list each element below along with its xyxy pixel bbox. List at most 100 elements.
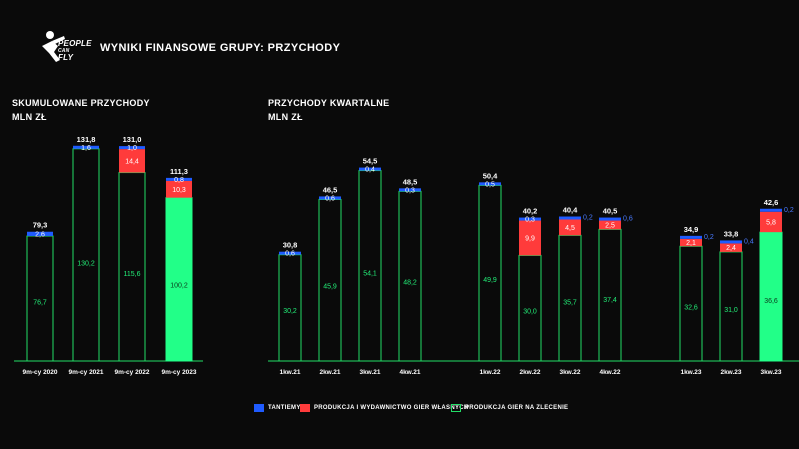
quarterly-total-label: 40,2 [523,207,538,216]
cumulative-total-label: 131,8 [77,135,96,144]
cumulative-total-label: 131,0 [123,135,142,144]
logo [38,26,88,70]
quarterly-label-wlasne: 9,9 [525,235,535,242]
cumulative-bar-zlecenie [26,235,54,362]
cumulative-chart-subtitle: MLN ZŁ [12,112,47,122]
quarterly-total-label: 42,6 [764,198,779,207]
cumulative-tick-label: 9m-cy 2021 [68,369,103,376]
cumulative-bar-tantiemy [73,145,99,149]
quarterly-bar-zlecenie [478,184,502,362]
cumulative-bar-zlecenie [165,197,193,362]
cumulative-total-label: 111,3 [170,167,188,176]
quarterly-total-label: 30,8 [283,241,298,250]
legend-label-wlasne: PRODUKCJA I WYDAWNICTWO GIER WŁASNYCH [314,405,469,411]
quarterly-bar-tantiemy [359,167,381,171]
legend-swatch-wlasne [300,404,310,412]
quarterly-label-wlasne: 2,5 [605,222,615,229]
quarterly-tick-label: 1kw.21 [279,369,300,376]
quarterly-bar-wlasne [720,243,742,252]
cumulative-label-zlecenie: 100,2 [170,283,188,290]
quarterly-label-zlecenie: 49,9 [483,277,497,284]
quarterly-label-zlecenie: 31,0 [724,307,738,314]
quarterly-tick-label: 3kw.22 [559,369,580,376]
legend-label-tantiemy: TANTIEMY [268,405,301,411]
quarterly-bar-zlecenie [358,170,382,362]
legend-swatch-zlecenie [451,404,461,412]
cumulative-label-tantiemy: 2,6 [35,231,45,238]
cumulative-chart-title: SKUMULOWANE PRZYCHODY [12,98,150,108]
cumulative-label-tantiemy: 1,6 [81,145,91,152]
quarterly-bar-zlecenie [398,190,422,362]
cumulative-label-tantiemy: 1,0 [127,145,137,152]
cumulative-bar-tantiemy [27,231,53,236]
logo-text-top: PEOPLE [58,39,92,48]
quarterly-label-zlecenie: 37,4 [603,297,617,304]
quarterly-bar-tantiemy [279,251,301,255]
quarterly-total-label: 46,5 [323,185,338,194]
quarterly-label-tantiemy: 0,6 [285,251,295,258]
cumulative-label-zlecenie: 130,2 [77,260,95,267]
quarterly-label-zlecenie: 45,9 [323,283,337,290]
quarterly-label-zlecenie: 48,2 [403,280,417,287]
quarterly-total-label: 50,4 [483,171,498,180]
quarterly-bar-tantiemy [519,217,541,221]
quarterly-label-tantiemy: 0,4 [365,167,375,174]
logo-text-mid: CAN [58,48,70,54]
page-title: WYNIKI FINANSOWE GRUPY: PRZYCHODY [100,42,341,54]
quarterly-bar-tantiemy [479,182,501,186]
quarterly-label-zlecenie: 35,7 [563,299,577,306]
quarterly-bar-wlasne [519,220,541,256]
cumulative-tick-label: 9m-cy 2022 [114,369,149,376]
quarterly-tick-label: 3kw.21 [359,369,380,376]
quarterly-total-label: 54,5 [363,157,378,166]
quarterly-tick-label: 4kw.22 [599,369,620,376]
quarterly-tick-label: 1kw.23 [680,369,701,376]
cumulative-total-label: 79,3 [33,221,48,230]
quarterly-tick-label: 2kw.21 [319,369,340,376]
logo-text: PEOPLE CAN FLY [58,40,92,62]
legend-swatch-tantiemy [254,404,264,412]
quarterly-total-label: 33,8 [724,229,739,238]
cumulative-tick-label: 9m-cy 2020 [22,369,57,376]
cumulative-bar-tantiemy [119,146,145,150]
quarterly-label-tantiemy: 0,5 [485,181,495,188]
quarterly-bar-tantiemy [680,235,702,239]
quarterly-total-label: 40,5 [603,207,618,216]
legend-item-zlecenie: PRODUKCJA GIER NA ZLECENIE [451,404,568,412]
quarterly-bar-wlasne [760,211,782,233]
quarterly-bar-tantiemy [760,208,782,212]
quarterly-label-tantiemy: 0,6 [623,216,633,223]
legend: TANTIEMY PRODUKCJA I WYDAWNICTWO GIER WŁ… [0,404,799,418]
quarterly-total-label: 48,5 [403,177,418,186]
quarterly-bar-tantiemy [319,196,341,200]
quarterly-label-wlasne: 5,8 [766,219,776,226]
cumulative-label-tantiemy: 0,8 [174,177,184,184]
legend-label-zlecenie: PRODUKCJA GIER NA ZLECENIE [465,405,569,411]
quarterly-label-tantiemy: 0,4 [744,238,754,245]
quarterly-tick-label: 3kw.23 [760,369,781,376]
quarterly-label-zlecenie: 54,1 [363,270,377,277]
quarterly-label-wlasne: 2,4 [726,245,736,252]
quarterly-bar-zlecenie [759,231,783,362]
quarterly-label-wlasne: 4,5 [565,225,575,232]
quarterly-label-zlecenie: 30,0 [523,308,537,315]
quarterly-label-zlecenie: 32,6 [684,304,698,311]
quarterly-label-tantiemy: 0,3 [525,217,535,224]
cumulative-bar-wlasne [166,180,192,198]
cumulative-label-zlecenie: 115,6 [124,271,141,278]
quarterly-chart-subtitle: MLN ZŁ [268,112,303,122]
quarterly-bar-wlasne [680,238,702,247]
logo-text-bot: FLY [58,53,74,62]
quarterly-label-zlecenie: 36,6 [764,298,778,305]
cumulative-label-zlecenie: 76,7 [33,300,47,307]
legend-item-wlasne: PRODUKCJA I WYDAWNICTWO GIER WŁASNYCH [300,404,469,412]
quarterly-label-wlasne: 2,1 [686,240,696,247]
cumulative-chart-heading: SKUMULOWANE PRZYCHODY MLN ZŁ [12,96,150,124]
cumulative-bar-tantiemy [166,177,192,181]
quarterly-bar-zlecenie [558,234,582,362]
quarterly-total-label: 34,9 [684,225,699,234]
cumulative-tick-label: 9m-cy 2023 [161,369,196,376]
quarterly-label-tantiemy: 0,6 [325,195,335,202]
cumulative-bar-zlecenie [118,172,146,362]
quarterly-bar-zlecenie [598,228,622,362]
